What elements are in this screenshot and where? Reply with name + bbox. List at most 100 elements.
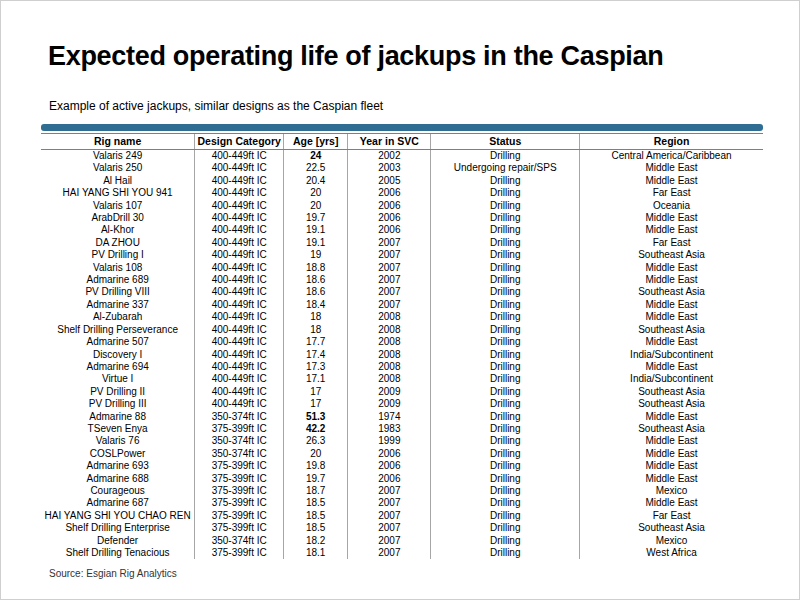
table-cell: PV Drilling III (41, 398, 195, 410)
table-cell: 2008 (348, 349, 431, 361)
table-cell: 19 (284, 249, 348, 261)
table-cell: 26.3 (284, 435, 348, 447)
table-cell: 24 (284, 150, 348, 163)
table-cell: Middle East (580, 361, 763, 373)
table-cell: Drilling (431, 535, 580, 547)
table-cell: Middle East (580, 448, 763, 460)
table-row: Admarine 688375-399ft IC19.72006Drilling… (41, 473, 763, 485)
table-row: PV Drilling VIII400-449ft IC18.62007Dril… (41, 286, 763, 298)
table-cell: Drilling (431, 373, 580, 385)
table-cell: 2006 (348, 200, 431, 212)
table-cell: Central America/Caribbean (580, 150, 763, 163)
table-cell: 2008 (348, 361, 431, 373)
slide: Expected operating life of jackups in th… (0, 0, 800, 600)
table-cell: Undergoing repair/SPS (431, 162, 580, 174)
table-cell: 375-399ft IC (195, 473, 284, 485)
table-cell: Drilling (431, 249, 580, 261)
table-cell: Drilling (431, 497, 580, 509)
table-cell: 400-449ft IC (195, 249, 284, 261)
table-cell: Middle East (580, 336, 763, 348)
table-cell: Southeast Asia (580, 423, 763, 435)
table-cell: DA ZHOU (41, 237, 195, 249)
table-cell: 18.2 (284, 535, 348, 547)
table-cell: Middle East (580, 274, 763, 286)
table-row: HAI YANG SHI YOU CHAO REN375-399ft IC18.… (41, 510, 763, 522)
table-cell: 400-449ft IC (195, 311, 284, 323)
table-cell: Drilling (431, 224, 580, 236)
table-cell: PV Drilling VIII (41, 286, 195, 298)
source-note: Source: Esgian Rig Analytics (49, 568, 177, 579)
table-cell: Drilling (431, 299, 580, 311)
table-cell: 2007 (348, 237, 431, 249)
table-accent-bar (41, 124, 763, 131)
table-row: Valaris 76350-374ft IC26.31999DrillingMi… (41, 435, 763, 447)
table-cell: Valaris 250 (41, 162, 195, 174)
table-cell: Middle East (580, 224, 763, 236)
table-cell: Middle East (580, 212, 763, 224)
table-cell: West Africa (580, 547, 763, 559)
column-header-0: Rig name (41, 134, 195, 150)
table-cell: Valaris 108 (41, 262, 195, 274)
table-cell: Southeast Asia (580, 286, 763, 298)
table-header: Rig nameDesign CategoryAge [yrs]Year in … (41, 134, 763, 150)
table-cell: Far East (580, 237, 763, 249)
table-cell: 400-449ft IC (195, 349, 284, 361)
table-cell: 350-374ft IC (195, 435, 284, 447)
table-row: Shelf Drilling Perseverance400-449ft IC1… (41, 324, 763, 336)
table-cell: Far East (580, 510, 763, 522)
table-cell: 2007 (348, 262, 431, 274)
table-cell: 400-449ft IC (195, 373, 284, 385)
table-cell: 2008 (348, 336, 431, 348)
table-cell: Al-Zubarah (41, 311, 195, 323)
table-cell: Valaris 107 (41, 200, 195, 212)
table-cell: Drilling (431, 150, 580, 163)
table-cell: 400-449ft IC (195, 324, 284, 336)
table-body: Valaris 249400-449ft IC242002DrillingCen… (41, 150, 763, 560)
table-cell: Mexico (580, 535, 763, 547)
table-cell: 2007 (348, 497, 431, 509)
table-cell: Drilling (431, 262, 580, 274)
table-cell: 2007 (348, 547, 431, 559)
table-cell: 350-374ft IC (195, 448, 284, 460)
table-cell: Drilling (431, 522, 580, 534)
table-row: Admarine 88350-374ft IC51.31974DrillingM… (41, 411, 763, 423)
table-cell: COSLPower (41, 448, 195, 460)
table-row: DA ZHOU400-449ft IC19.12007DrillingFar E… (41, 237, 763, 249)
table-cell: 1983 (348, 423, 431, 435)
table-cell: Middle East (580, 411, 763, 423)
table-cell: Admarine 693 (41, 460, 195, 472)
table-cell: 400-449ft IC (195, 386, 284, 398)
table-cell: Southeast Asia (580, 324, 763, 336)
table-cell: 18.5 (284, 497, 348, 509)
table-cell: Drilling (431, 435, 580, 447)
column-header-4: Status (431, 134, 580, 150)
table-cell: 400-449ft IC (195, 237, 284, 249)
table-cell: Drilling (431, 485, 580, 497)
page-title: Expected operating life of jackups in th… (48, 41, 663, 72)
table-cell: Drilling (431, 237, 580, 249)
table-cell: Middle East (580, 162, 763, 174)
table-cell: Middle East (580, 311, 763, 323)
table-row: Valaris 250400-449ft IC22.52003Undergoin… (41, 162, 763, 174)
table-cell: Discovery I (41, 349, 195, 361)
table-cell: Virtue I (41, 373, 195, 385)
table-cell: Far East (580, 187, 763, 199)
table-cell: PV Drilling II (41, 386, 195, 398)
table-cell: 350-374ft IC (195, 411, 284, 423)
table-row: Virtue I400-449ft IC17.12008DrillingIndi… (41, 373, 763, 385)
table-cell: Shelf Drilling Enterprise (41, 522, 195, 534)
table-cell: Drilling (431, 547, 580, 559)
table-cell: 17.1 (284, 373, 348, 385)
table-cell: Drilling (431, 200, 580, 212)
table-cell: Valaris 249 (41, 150, 195, 163)
table-cell: Drilling (431, 324, 580, 336)
table-cell: PV Drilling I (41, 249, 195, 261)
table-cell: 1999 (348, 435, 431, 447)
table-cell: India/Subcontinent (580, 349, 763, 361)
table-cell: TSeven Enya (41, 423, 195, 435)
table-row: PV Drilling III400-449ft IC172009Drillin… (41, 398, 763, 410)
table-cell: 18.5 (284, 510, 348, 522)
table-cell: 18 (284, 311, 348, 323)
table-cell: Drilling (431, 473, 580, 485)
table-row: PV Drilling I400-449ft IC192007DrillingS… (41, 249, 763, 261)
